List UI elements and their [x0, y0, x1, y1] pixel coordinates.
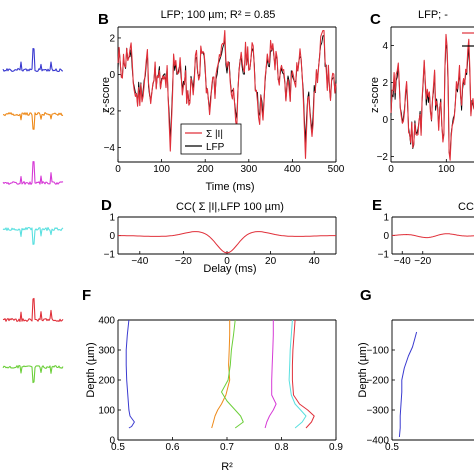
panel-e-axes: −40 −20 −1 0 1 — [378, 213, 474, 267]
y-tick-label: 0 — [109, 231, 115, 242]
panel-f-xlabel: R² — [221, 461, 233, 473]
y-tick-label: −1 — [104, 250, 116, 261]
y-tick-label: −2 — [104, 106, 116, 117]
depth-profile-line-1 — [125, 319, 135, 429]
x-tick-label: 100 — [438, 164, 455, 175]
panel-d-axes: −40 −20 0 20 40 −1 0 1 — [104, 213, 337, 267]
legend-box — [180, 123, 242, 155]
y-tick-label: −400 — [366, 436, 389, 447]
x-tick-label: −20 — [175, 256, 192, 267]
legend-label-sum-i: Σ |I| — [206, 129, 223, 140]
panel-c-title: LFP; - — [418, 9, 448, 21]
x-tick-label: 0.8 — [275, 442, 289, 453]
y-tick-label: 1 — [383, 213, 389, 224]
panel-label-d: D — [101, 197, 112, 214]
legend-label-lfp: LFP — [206, 142, 225, 153]
left-trace-6 — [2, 364, 64, 384]
panel-d-cross-correlation: CC( Σ |I|,LFP 100 µm) −40 −20 0 20 40 −1 0 1 De… — [104, 201, 337, 275]
panel-g-ylabel: Depth (µm) — [357, 342, 369, 397]
left-trace-2 — [2, 112, 64, 130]
y-tick-label: 0 — [109, 70, 115, 81]
x-tick-label: −20 — [414, 256, 431, 267]
x-tick-label: 0.5 — [111, 442, 125, 453]
panel-b-axes: 0 100 200 300 400 500 −4 −2 0 2 — [104, 26, 345, 175]
left-trace-column — [2, 47, 64, 384]
depth-profile-line-3 — [221, 319, 244, 429]
x-tick-label: 0 — [388, 164, 394, 175]
panel-label-b: B — [98, 11, 109, 28]
panel-f-r2-vs-depth: 0.5 0.6 0.7 0.8 0.9 0 100 200 300 400 R² Depth (µ… — [85, 316, 343, 474]
y-tick-label: −300 — [366, 406, 389, 417]
x-tick-label: 500 — [328, 164, 345, 175]
y-tick-label: 100 — [98, 406, 115, 417]
depth-profile-line-6 — [291, 319, 315, 429]
panel-c-legend-fragment — [462, 32, 474, 47]
panel-label-f: F — [82, 287, 91, 304]
x-tick-label: 40 — [309, 256, 321, 267]
panel-g-axes: 0.5−400 −300 −200 −100 — [366, 319, 474, 453]
x-tick-label: 200 — [197, 164, 214, 175]
y-tick-label: 0 — [109, 436, 115, 447]
panel-c-ylabel: z-score — [369, 77, 381, 113]
series-line-cc-e — [391, 233, 474, 239]
panel-b-lfp-time-series: LFP; 100 µm; R² = 0.85 0 100 200 300 400 500 −… — [100, 9, 345, 193]
y-tick-label: 0 — [382, 115, 388, 126]
panel-label-g: G — [360, 287, 372, 304]
x-tick-label: 0.9 — [329, 442, 343, 453]
y-tick-label: 1 — [109, 213, 115, 224]
series-line-cc — [118, 231, 336, 254]
depth-profile-line-1 — [398, 331, 418, 438]
left-trace-1 — [2, 47, 64, 73]
panel-e-title: CC — [458, 201, 474, 213]
depth-profile-line-2 — [211, 320, 231, 429]
y-tick-label: 300 — [98, 346, 115, 357]
x-tick-label: −40 — [394, 256, 411, 267]
y-tick-label: 0 — [383, 231, 389, 242]
panel-e-cross-correlation: CC −40 −20 −1 0 1 — [378, 201, 474, 267]
series-line-sum-i — [117, 30, 337, 159]
y-tick-label: 2 — [382, 78, 388, 89]
panel-label-c: C — [370, 11, 381, 28]
y-tick-label: −1 — [378, 250, 390, 261]
left-trace-3 — [2, 161, 64, 185]
left-trace-4 — [2, 226, 64, 245]
panel-d-xlabel: Delay (ms) — [203, 263, 256, 275]
panel-b-xlabel: Time (ms) — [205, 181, 254, 193]
y-tick-label: −200 — [366, 376, 389, 387]
depth-profile-line-4 — [264, 320, 277, 429]
x-tick-label: 0 — [115, 164, 121, 175]
x-tick-label: 400 — [284, 164, 301, 175]
panel-b-title: LFP; 100 µm; R² = 0.85 — [161, 9, 276, 21]
y-tick-label: −2 — [377, 152, 389, 163]
panel-g-r2-vs-depth: 0.5−400 −300 −200 −100 Depth (µm) — [357, 319, 474, 453]
y-tick-label: −100 — [366, 346, 389, 357]
series-line-c-red — [390, 33, 474, 161]
y-tick-label: 4 — [382, 41, 388, 52]
panel-b-legend: Σ |I| LFP — [180, 123, 242, 155]
y-tick-label: 200 — [98, 376, 115, 387]
x-tick-label: 20 — [265, 256, 277, 267]
x-tick-label: 0.6 — [166, 442, 180, 453]
left-trace-5 — [2, 297, 64, 323]
x-tick-label: 300 — [240, 164, 257, 175]
panel-d-title: CC( Σ |I|,LFP 100 µm) — [176, 201, 284, 213]
panel-label-e: E — [372, 197, 382, 214]
y-tick-label: 400 — [98, 316, 115, 327]
panel-f-axes: 0.5 0.6 0.7 0.8 0.9 0 100 200 300 400 — [98, 316, 343, 454]
x-tick-label: −40 — [131, 256, 148, 267]
y-tick-label: −4 — [104, 143, 116, 154]
panel-f-ylabel: Depth (µm) — [85, 342, 97, 397]
x-tick-label: 0.5 — [385, 442, 399, 453]
x-tick-label: 100 — [153, 164, 170, 175]
y-tick-label: 2 — [109, 33, 115, 44]
x-tick-label: 0.7 — [220, 442, 234, 453]
panel-b-ylabel: z-score — [100, 77, 112, 113]
depth-profile-line-5 — [288, 319, 307, 429]
x-tick-label: 0 — [224, 256, 230, 267]
